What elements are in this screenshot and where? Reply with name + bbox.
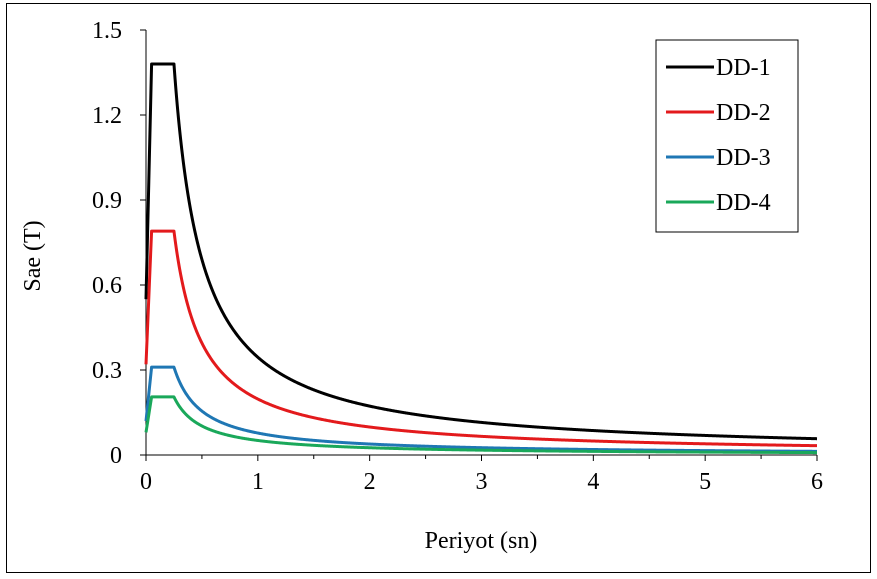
x-tick-label: 0 <box>140 469 152 495</box>
y-tick-label: 0.9 <box>92 188 122 214</box>
y-tick-label: 1.2 <box>92 103 122 129</box>
legend-label-dd-4: DD-4 <box>716 190 771 216</box>
y-tick-label: 0.6 <box>92 273 122 299</box>
x-tick-label: 5 <box>699 469 711 495</box>
series-layer <box>144 62 818 455</box>
y-axis-title: Sae (T) <box>20 220 46 291</box>
y-tick-label: 1.5 <box>92 18 122 44</box>
x-tick-label: 1 <box>252 469 264 495</box>
plot-axes: 0 1 2 3 4 5 6 0 0.3 0.6 0.9 1.2 1.5 <box>92 18 823 495</box>
series-line-dd-2 <box>144 229 818 448</box>
legend-label-dd-3: DD-3 <box>716 145 771 171</box>
y-tick-label: 0 <box>110 443 122 469</box>
y-tick-label: 0.3 <box>92 358 122 384</box>
series-line-dd-1 <box>144 62 818 441</box>
series-line-dd-4 <box>144 395 818 455</box>
x-tick-label: 4 <box>587 469 599 495</box>
x-tick-label: 2 <box>364 469 376 495</box>
legend-label-dd-2: DD-2 <box>716 100 771 126</box>
legend: DD-1 DD-2 DD-3 DD-4 <box>655 39 799 233</box>
legend-label-dd-1: DD-1 <box>716 55 771 81</box>
x-axis-title: Periyot (sn) <box>425 528 538 554</box>
x-tick-label: 6 <box>811 469 823 495</box>
legend-box <box>655 39 799 233</box>
x-tick-label: 3 <box>476 469 488 495</box>
